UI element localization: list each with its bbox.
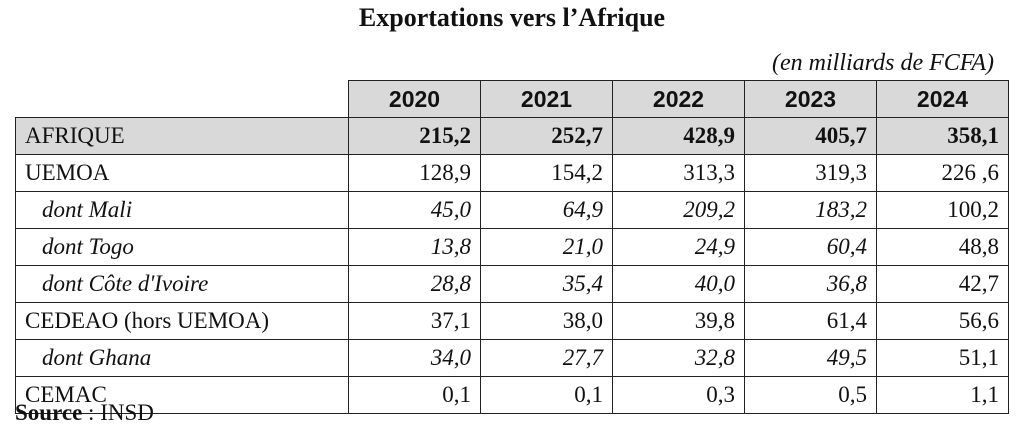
cell-value: 0,5 [744, 376, 877, 414]
row-label: dont Côte d'Ivoire [15, 265, 349, 303]
row-label: dont Togo [15, 228, 349, 266]
row-label: CEMAC [15, 376, 349, 414]
cell-value: 0,1 [480, 376, 613, 414]
cell-value: 252,7 [480, 117, 613, 155]
cell-value: 48,8 [876, 228, 1009, 266]
cell-value: 428,9 [612, 117, 745, 155]
cell-value: 64,9 [480, 191, 613, 229]
cell-value: 45,0 [348, 191, 481, 229]
header-corner [15, 80, 349, 118]
year-header: 2023 [744, 80, 877, 118]
cell-value: 36,8 [744, 265, 877, 303]
header-row: 2020 2021 2022 2023 2024 [15, 80, 1009, 118]
cell-value: 215,2 [348, 117, 481, 155]
cell-value: 24,9 [612, 228, 745, 266]
row-label: dont Mali [15, 191, 349, 229]
unit-note: (en milliards de FCFA) [772, 50, 994, 76]
table-row-mali: dont Mali 45,0 64,9 209,2 183,2 100,2 [15, 191, 1009, 229]
table-row-uemoa: UEMOA 128,9 154,2 313,3 319,3 226 ,6 [15, 154, 1009, 192]
cell-value: 319,3 [744, 154, 877, 192]
cell-value: 128,9 [348, 154, 481, 192]
source-note: Source : INSD [15, 398, 154, 428]
table-title: Exportations vers l’Afrique [358, 3, 666, 32]
table-row-togo: dont Togo 13,8 21,0 24,9 60,4 48,8 [15, 228, 1009, 266]
cell-value: 183,2 [744, 191, 877, 229]
source-label: Source [15, 400, 83, 425]
cell-value: 32,8 [612, 339, 745, 377]
cell-value: 61,4 [744, 302, 877, 340]
exports-table: 2020 2021 2022 2023 2024 AFRIQUE 215,2 2… [15, 80, 1009, 414]
cell-value: 100,2 [876, 191, 1009, 229]
row-label: dont Ghana [15, 339, 349, 377]
table-row-cemac: CEMAC 0,1 0,1 0,3 0,5 1,1 [15, 376, 1009, 414]
cell-value: 226 ,6 [876, 154, 1009, 192]
cell-value: 37,1 [348, 302, 481, 340]
cell-value: 49,5 [744, 339, 877, 377]
cell-value: 51,1 [876, 339, 1009, 377]
cell-value: 28,8 [348, 265, 481, 303]
cell-value: 27,7 [480, 339, 613, 377]
table-row-cedeao: CEDEAO (hors UEMOA) 37,1 38,0 39,8 61,4 … [15, 302, 1009, 340]
table-row-ghana: dont Ghana 34,0 27,7 32,8 49,5 51,1 [15, 339, 1009, 377]
cell-value: 13,8 [348, 228, 481, 266]
source-value: INSD [100, 400, 154, 425]
cell-value: 1,1 [876, 376, 1009, 414]
year-header: 2024 [876, 80, 1009, 118]
cell-value: 60,4 [744, 228, 877, 266]
cell-value: 405,7 [744, 117, 877, 155]
year-header: 2020 [348, 80, 481, 118]
row-label: CEDEAO (hors UEMOA) [15, 302, 349, 340]
cell-value: 34,0 [348, 339, 481, 377]
table-row-afrique: AFRIQUE 215,2 252,7 428,9 405,7 358,1 [15, 117, 1009, 155]
cell-value: 35,4 [480, 265, 613, 303]
source-separator: : [82, 400, 101, 425]
cell-value: 39,8 [612, 302, 745, 340]
cell-value: 21,0 [480, 228, 613, 266]
cell-value: 209,2 [612, 191, 745, 229]
cell-value: 56,6 [876, 302, 1009, 340]
cell-value: 358,1 [876, 117, 1009, 155]
cell-value: 0,3 [612, 376, 745, 414]
cell-value: 38,0 [480, 302, 613, 340]
row-label: UEMOA [15, 154, 349, 192]
row-label: AFRIQUE [15, 117, 349, 155]
cell-value: 154,2 [480, 154, 613, 192]
table-row-cote-divoire: dont Côte d'Ivoire 28,8 35,4 40,0 36,8 4… [15, 265, 1009, 303]
cell-value: 313,3 [612, 154, 745, 192]
cell-value: 42,7 [876, 265, 1009, 303]
cell-value: 0,1 [348, 376, 481, 414]
year-header: 2021 [480, 80, 613, 118]
cell-value: 40,0 [612, 265, 745, 303]
year-header: 2022 [612, 80, 745, 118]
